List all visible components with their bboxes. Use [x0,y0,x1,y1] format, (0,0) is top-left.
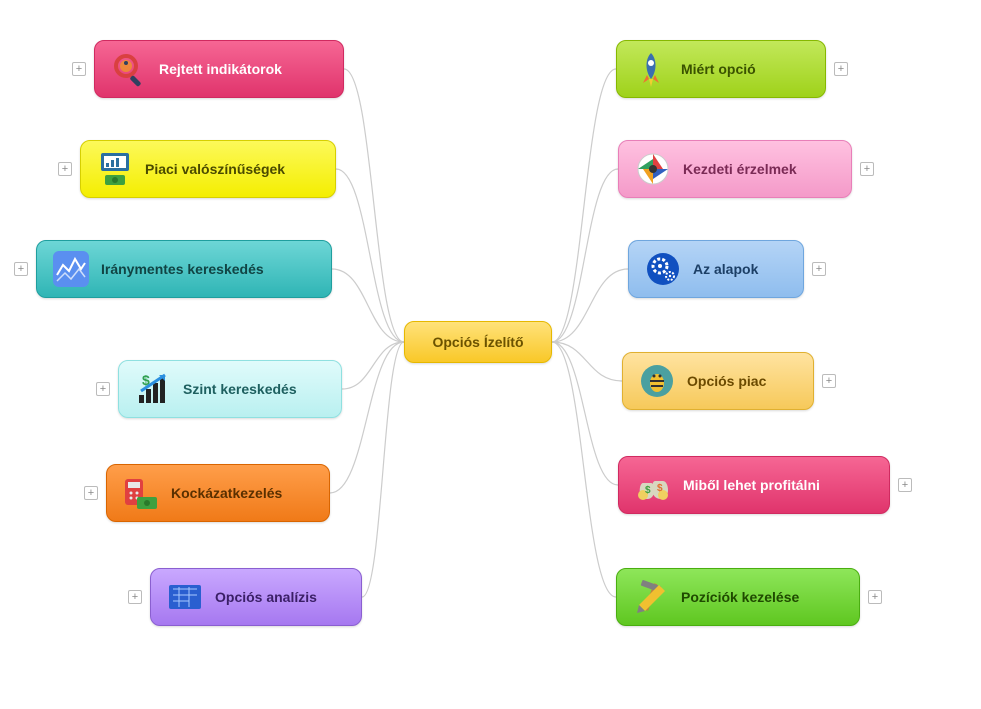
board-money-icon [95,149,135,189]
expand-profit[interactable]: + [898,478,912,492]
node-profit[interactable]: $$Miből lehet profitálni [618,456,890,514]
node-kockazat[interactable]: Kockázatkezelés [106,464,330,522]
magnifier-icon [109,49,149,89]
aperture-icon [633,149,673,189]
node-piac[interactable]: Opciós piac [622,352,814,410]
expand-piac[interactable]: + [822,374,836,388]
svg-text:$: $ [657,483,663,494]
svg-text:$: $ [645,485,651,496]
rocket-icon [631,49,671,89]
node-szint[interactable]: $ Szint kereskedés [118,360,342,418]
node-piac-label: Opciós piac [687,373,766,389]
expand-kockazat[interactable]: + [84,486,98,500]
money-bags-icon: $$ [633,465,673,505]
expand-rejtett[interactable]: + [72,62,86,76]
node-alapok[interactable]: Az alapok [628,240,804,298]
node-kezdeti[interactable]: Kezdeti érzelmek [618,140,852,198]
node-kockazat-label: Kockázatkezelés [171,485,282,501]
node-profit-label: Miből lehet profitálni [683,477,820,493]
chart-blue-icon [51,249,91,289]
node-szint-label: Szint kereskedés [183,381,297,397]
node-poziciok[interactable]: Pozíciók kezelése [616,568,860,626]
node-rejtett[interactable]: Rejtett indikátorok [94,40,344,98]
bulb-bee-icon [637,361,677,401]
expand-kezdeti[interactable]: + [860,162,874,176]
expand-analizis[interactable]: + [128,590,142,604]
expand-piaci[interactable]: + [58,162,72,176]
node-analizis-label: Opciós analízis [215,589,317,605]
node-piaci-label: Piaci valószínűségek [145,161,285,177]
node-iranymentes-label: Iránymentes kereskedés [101,261,264,277]
expand-iranymentes[interactable]: + [14,262,28,276]
node-miert[interactable]: Miért opció [616,40,826,98]
node-miert-label: Miért opció [681,61,756,77]
bars-arrow-icon: $ [133,369,173,409]
expand-szint[interactable]: + [96,382,110,396]
expand-alapok[interactable]: + [812,262,826,276]
node-iranymentes[interactable]: Iránymentes kereskedés [36,240,332,298]
node-analizis[interactable]: Opciós analízis [150,568,362,626]
gears-icon [643,249,683,289]
node-poziciok-label: Pozíciók kezelése [681,589,799,605]
node-piaci[interactable]: Piaci valószínűségek [80,140,336,198]
tools-icon [631,577,671,617]
center-node[interactable]: Opciós Ízelítő [404,321,552,363]
node-kezdeti-label: Kezdeti érzelmek [683,161,797,177]
expand-miert[interactable]: + [834,62,848,76]
node-alapok-label: Az alapok [693,261,758,277]
expand-poziciok[interactable]: + [868,590,882,604]
node-rejtett-label: Rejtett indikátorok [159,61,282,77]
blueprint-icon [165,577,205,617]
calc-money-icon [121,473,161,513]
center-label: Opciós Ízelítő [432,334,523,350]
